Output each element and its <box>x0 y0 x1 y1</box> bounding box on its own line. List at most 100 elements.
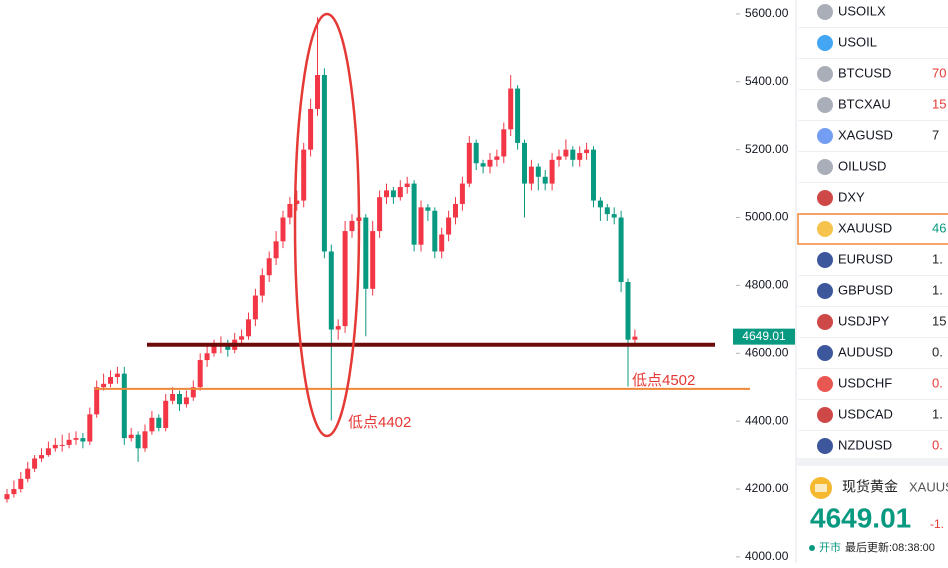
candle-body <box>308 108 314 150</box>
chart: 4000.00 4200.00 4400.00 4600.00 4800.00 5000.… <box>4 6 795 563</box>
candle-body <box>418 207 424 245</box>
symbol: XAGUSD <box>838 127 893 142</box>
candle-body <box>52 444 58 449</box>
candle-body <box>535 166 541 177</box>
symbol-value: 1. <box>932 282 943 297</box>
symbol-icon <box>817 97 833 113</box>
symbol-value: 0. <box>932 437 943 452</box>
candle-body <box>80 438 86 442</box>
candle-body <box>618 217 624 283</box>
candle-body <box>163 400 169 428</box>
candle-body <box>108 377 113 384</box>
symbol: USOIL <box>838 34 877 49</box>
separator <box>797 458 948 466</box>
symbol: USDJPY <box>838 313 890 328</box>
candle-body <box>204 353 210 361</box>
candle-body <box>121 373 127 439</box>
candle-body <box>45 448 51 456</box>
symbol-icon <box>817 4 833 20</box>
symbol-value: 46 <box>932 220 946 235</box>
quote-status: 开市 <box>819 540 841 554</box>
annotation: 低点4402 <box>348 414 411 431</box>
candle-body <box>280 217 286 242</box>
candle-body <box>287 203 293 218</box>
candle-body <box>528 166 534 184</box>
symbol-icon <box>817 35 833 51</box>
candle-body <box>487 159 493 167</box>
candle-body <box>156 417 162 428</box>
symbol-value: 70 <box>932 65 946 80</box>
candle-body <box>18 478 24 490</box>
candle-body <box>363 217 369 289</box>
candle-body <box>59 444 65 446</box>
candle-body <box>259 275 265 296</box>
candle-body <box>32 458 38 469</box>
candle-body <box>321 74 327 252</box>
candle-body <box>177 393 182 405</box>
candle-body <box>101 383 107 388</box>
symbol-value: 0. <box>932 344 943 359</box>
candle-body <box>328 251 334 330</box>
candle-body <box>87 414 93 442</box>
candle-body <box>439 234 445 252</box>
y-tick-label: 5200.00 <box>745 142 789 156</box>
symbol: GBPUSD <box>838 282 893 297</box>
candle-body <box>591 149 596 201</box>
y-tick-label: 5000.00 <box>745 210 789 224</box>
symbol-value: 1. <box>932 406 943 421</box>
candle-body <box>190 387 196 398</box>
candle-body <box>301 149 307 201</box>
candle-body <box>522 142 527 184</box>
candle-body <box>246 319 251 337</box>
symbol-icon <box>817 159 833 175</box>
gold-icon-bar <box>815 484 827 492</box>
status-dot <box>809 545 815 551</box>
candle-body <box>453 203 458 218</box>
quote-price: 4649.01 <box>810 502 911 533</box>
candle-body <box>570 149 576 160</box>
candle-body <box>515 88 521 143</box>
y-tick-label: 4400.00 <box>745 413 789 427</box>
candle-body <box>432 210 438 252</box>
candle-body <box>11 489 17 495</box>
candle-body <box>411 183 417 245</box>
candle-body <box>425 207 431 211</box>
candle-body <box>390 190 396 198</box>
candle-body <box>149 417 155 432</box>
quote-symbol: XAUUS <box>909 479 948 494</box>
symbol-icon <box>817 407 833 423</box>
y-tick-label: 4800.00 <box>745 278 789 292</box>
candle-body <box>556 156 562 160</box>
candle-body <box>625 282 631 340</box>
candle-body <box>501 129 507 157</box>
candle-body <box>114 373 120 378</box>
candle-body <box>377 197 383 232</box>
candle-body <box>73 438 79 440</box>
candle-body <box>294 200 300 204</box>
candle-body <box>252 295 258 320</box>
y-tick-label: 4600.00 <box>745 345 789 359</box>
candle-body <box>94 387 100 415</box>
candle-body <box>563 149 569 157</box>
candle-body <box>39 455 44 459</box>
symbol: OILUSD <box>838 158 886 173</box>
candle-body <box>135 434 141 449</box>
symbol-icon <box>817 345 833 361</box>
candle-body <box>66 439 72 445</box>
symbol-icon <box>817 283 833 299</box>
candle-body <box>266 258 272 276</box>
candle-body <box>446 217 452 235</box>
candle-body <box>542 176 548 184</box>
symbol-value: 15 <box>932 96 946 111</box>
symbol: AUDUSD <box>838 344 893 359</box>
candle-body <box>342 231 348 327</box>
price-tag <box>733 328 795 345</box>
symbol-icon <box>817 376 833 392</box>
candle-body <box>459 183 465 204</box>
symbol-icon <box>817 314 833 330</box>
symbol-icon <box>817 438 833 454</box>
candle-body <box>480 163 486 167</box>
candle-body <box>4 494 10 500</box>
